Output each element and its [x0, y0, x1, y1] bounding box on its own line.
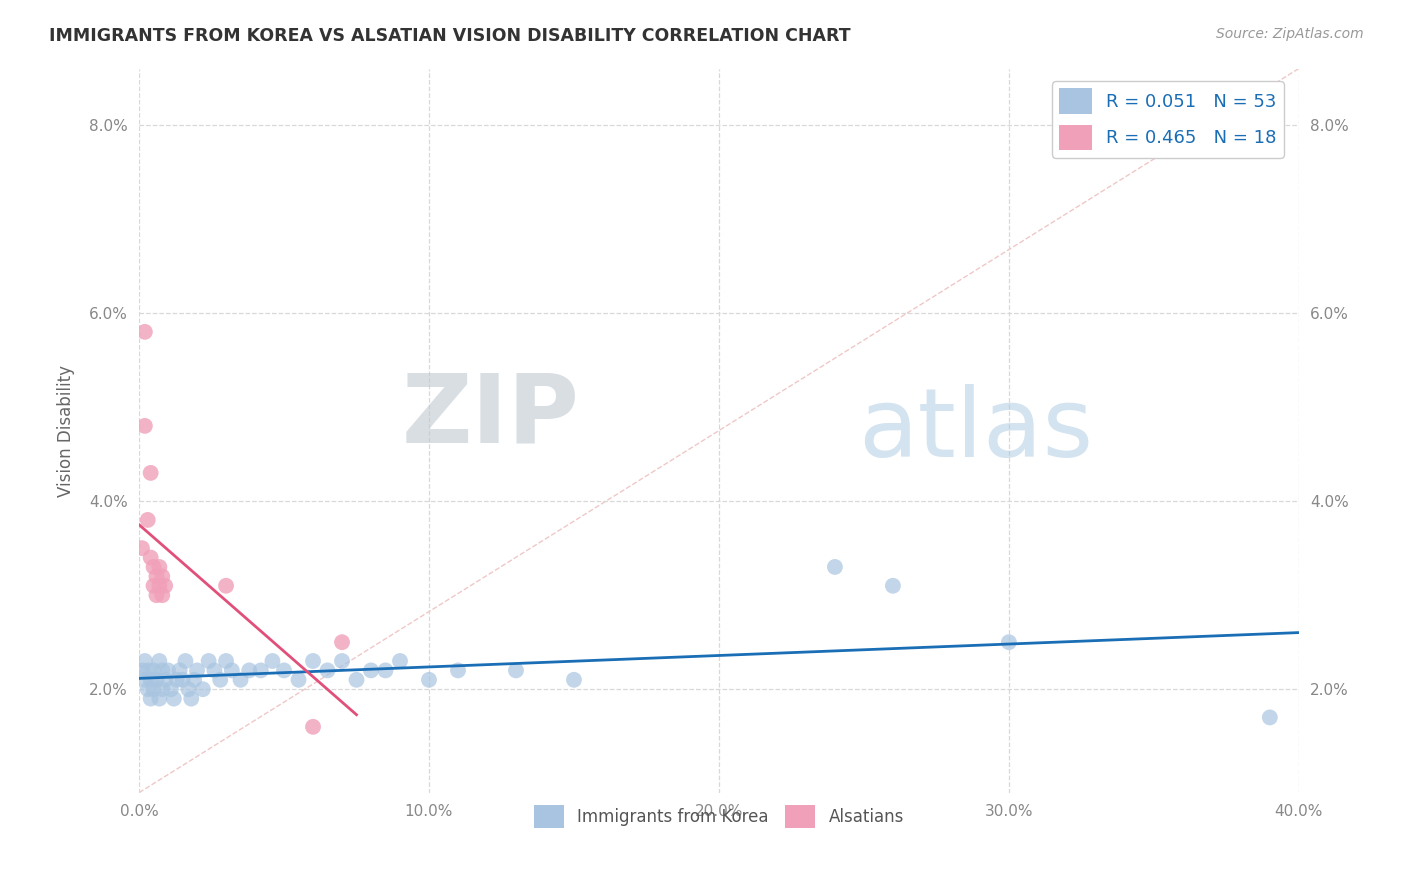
Point: [330, 654, 353, 668]
Point: [998, 635, 1021, 649]
Point: [153, 579, 176, 593]
Point: [136, 664, 159, 678]
Point: [221, 664, 243, 678]
Text: ZIP: ZIP: [402, 369, 579, 463]
Point: [204, 664, 226, 678]
Point: [1258, 710, 1281, 724]
Point: [134, 325, 156, 339]
Point: [388, 654, 411, 668]
Point: [136, 682, 159, 697]
Point: [150, 682, 173, 697]
Point: [302, 720, 325, 734]
Point: [330, 635, 353, 649]
Point: [150, 569, 173, 583]
Point: [139, 691, 162, 706]
Point: [215, 579, 238, 593]
Point: [250, 664, 273, 678]
Point: [157, 664, 180, 678]
Point: [197, 654, 219, 668]
Point: [145, 588, 167, 602]
Point: [145, 673, 167, 687]
Point: [134, 418, 156, 433]
Point: [148, 560, 170, 574]
Point: [139, 673, 162, 687]
Point: [177, 682, 200, 697]
Point: [150, 588, 173, 602]
Y-axis label: Vision Disability: Vision Disability: [58, 365, 75, 497]
Point: [273, 664, 295, 678]
Point: [191, 682, 214, 697]
Point: [262, 654, 284, 668]
Point: [150, 664, 173, 678]
Point: [136, 513, 159, 527]
Legend: Immigrants from Korea, Alsatians: Immigrants from Korea, Alsatians: [527, 798, 911, 835]
Point: [166, 673, 188, 687]
Point: [148, 579, 170, 593]
Point: [131, 664, 153, 678]
Point: [148, 691, 170, 706]
Point: [447, 664, 470, 678]
Point: [134, 654, 156, 668]
Point: [174, 654, 197, 668]
Text: Source: ZipAtlas.com: Source: ZipAtlas.com: [1216, 27, 1364, 41]
Point: [131, 541, 153, 556]
Point: [134, 673, 156, 687]
Point: [229, 673, 252, 687]
Point: [180, 691, 202, 706]
Point: [139, 550, 162, 565]
Point: [160, 682, 183, 697]
Point: [287, 673, 309, 687]
Point: [562, 673, 585, 687]
Point: [316, 664, 339, 678]
Point: [374, 664, 396, 678]
Point: [238, 664, 260, 678]
Point: [360, 664, 382, 678]
Point: [153, 673, 176, 687]
Point: [215, 654, 238, 668]
Point: [824, 560, 846, 574]
Text: atlas: atlas: [858, 384, 1094, 477]
Point: [418, 673, 440, 687]
Point: [302, 654, 325, 668]
Point: [882, 579, 904, 593]
Point: [505, 664, 527, 678]
Text: IMMIGRANTS FROM KOREA VS ALSATIAN VISION DISABILITY CORRELATION CHART: IMMIGRANTS FROM KOREA VS ALSATIAN VISION…: [49, 27, 851, 45]
Point: [346, 673, 368, 687]
Point: [169, 664, 191, 678]
Point: [163, 691, 186, 706]
Point: [139, 466, 162, 480]
Point: [186, 664, 208, 678]
Point: [172, 673, 194, 687]
Point: [209, 673, 232, 687]
Point: [145, 569, 167, 583]
Point: [148, 654, 170, 668]
Point: [183, 673, 205, 687]
Point: [142, 560, 165, 574]
Point: [142, 664, 165, 678]
Point: [142, 579, 165, 593]
Point: [142, 682, 165, 697]
